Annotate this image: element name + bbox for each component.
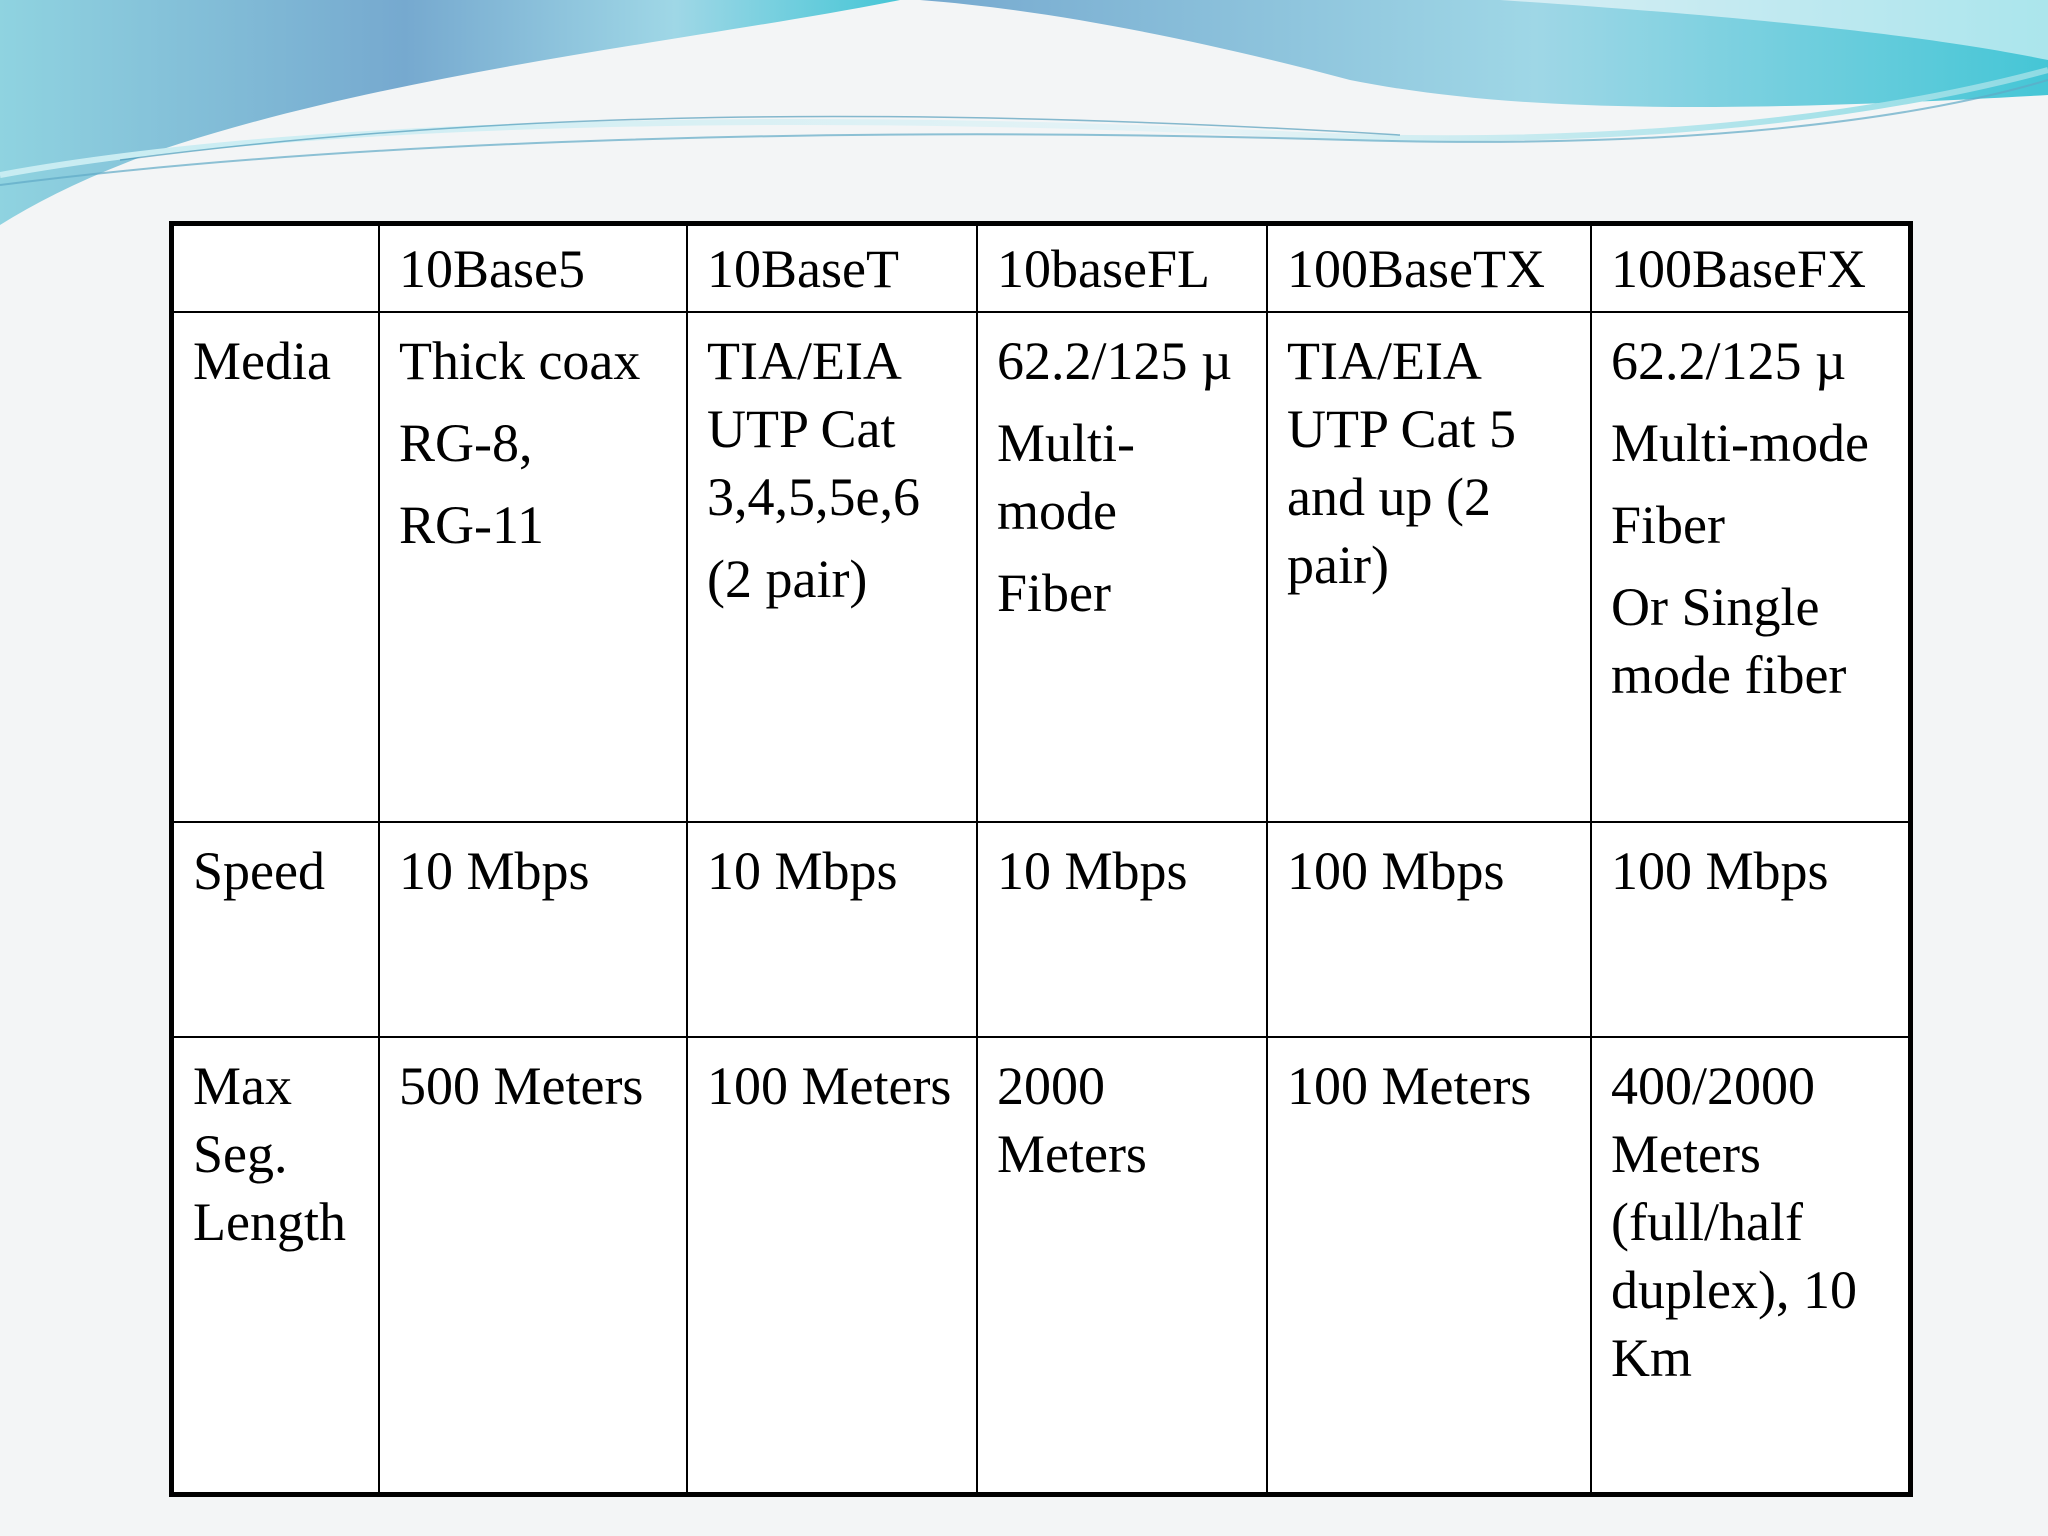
cell-line: 62.2/125 µ xyxy=(1611,331,1847,391)
cell-line: Thick coax xyxy=(399,331,641,391)
table-row-media: Media Thick coax RG-8, RG-11 TIA/EIA UTP… xyxy=(174,311,1908,823)
cell-line: Multi-mode xyxy=(997,413,1136,541)
header-cell-100basefx: 100BaseFX xyxy=(1590,226,1908,313)
table-cell: 100 Meters xyxy=(686,1036,978,1492)
cell-line: TIA/EIA UTP Cat 5 and up (2 pair) xyxy=(1287,331,1516,595)
row-label-media: Media xyxy=(174,311,380,823)
table-cell: 10 Mbps xyxy=(686,821,978,1038)
header-cell-10baset: 10BaseT xyxy=(686,226,978,313)
cell-line: 62.2/125 µ xyxy=(997,331,1233,391)
cell-line: Multi-mode xyxy=(1611,413,1869,473)
table-cell: 100 Mbps xyxy=(1266,821,1592,1038)
table-cell: 62.2/125 µ Multi-mode Fiber Or Single mo… xyxy=(1590,311,1908,823)
table-cell: 100 Meters xyxy=(1266,1036,1592,1492)
table-cell: 500 Meters xyxy=(378,1036,688,1492)
cell-line: Fiber xyxy=(1611,495,1725,555)
cell-line: Fiber xyxy=(997,563,1111,623)
header-cell-10basefl: 10baseFL xyxy=(976,226,1268,313)
table-cell: 100 Mbps xyxy=(1590,821,1908,1038)
table-cell: TIA/EIA UTP Cat 5 and up (2 pair) xyxy=(1266,311,1592,823)
table-cell: Thick coax RG-8, RG-11 xyxy=(378,311,688,823)
table-row-max-seg-length: Max Seg. Length 500 Meters 100 Meters 20… xyxy=(174,1036,1908,1492)
cell-line: (2 pair) xyxy=(707,549,868,609)
table-cell: 10 Mbps xyxy=(976,821,1268,1038)
table-cell: 400/2000 Meters (full/half duplex), 10 K… xyxy=(1590,1036,1908,1492)
cell-line: Or Single mode fiber xyxy=(1611,577,1847,705)
table-cell: 62.2/125 µ Multi-mode Fiber xyxy=(976,311,1268,823)
ethernet-comparison-table: 10Base5 10BaseT 10baseFL 100BaseTX 100Ba… xyxy=(169,221,1913,1497)
table-row-speed: Speed 10 Mbps 10 Mbps 10 Mbps 100 Mbps 1… xyxy=(174,821,1908,1038)
cell-line: RG-8, xyxy=(399,413,533,473)
header-cell-100basetx: 100BaseTX xyxy=(1266,226,1592,313)
cell-line: RG-11 xyxy=(399,495,544,555)
table-cell: 2000 Meters xyxy=(976,1036,1268,1492)
table-cell: TIA/EIA UTP Cat 3,4,5,5e,6 (2 pair) xyxy=(686,311,978,823)
row-label-speed: Speed xyxy=(174,821,380,1038)
cell-line: TIA/EIA UTP Cat 3,4,5,5e,6 xyxy=(707,331,920,527)
row-label-max-seg-length: Max Seg. Length xyxy=(174,1036,380,1492)
header-cell-10base5: 10Base5 xyxy=(378,226,688,313)
table-cell: 10 Mbps xyxy=(378,821,688,1038)
table-header-row: 10Base5 10BaseT 10baseFL 100BaseTX 100Ba… xyxy=(174,226,1908,313)
header-cell-empty xyxy=(174,226,380,313)
header-wave-decoration xyxy=(0,0,2048,225)
